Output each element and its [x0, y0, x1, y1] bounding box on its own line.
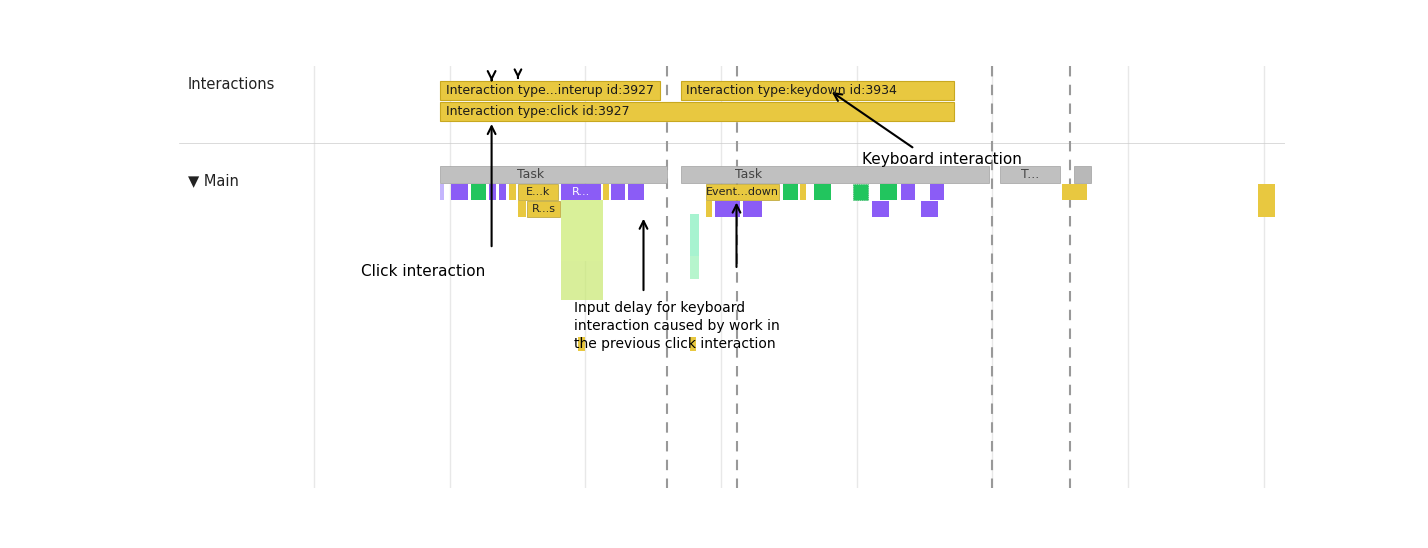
Text: Interaction type:click id:3927: Interaction type:click id:3927 [446, 105, 630, 118]
Bar [471, 184, 486, 199]
Text: T...: T... [1021, 168, 1040, 181]
Bar [603, 184, 610, 199]
Bar [715, 201, 740, 218]
Text: Task: Task [517, 168, 544, 181]
Bar [1258, 184, 1275, 218]
Bar [508, 184, 517, 199]
Bar [498, 184, 507, 199]
Bar [873, 201, 890, 218]
Bar [1074, 166, 1091, 183]
Bar [743, 201, 763, 218]
Bar [705, 184, 780, 199]
Bar [561, 261, 603, 300]
Text: ▼ Main: ▼ Main [188, 174, 238, 189]
Bar [561, 199, 603, 261]
Bar [628, 184, 644, 199]
Bar [690, 256, 700, 279]
Text: Event...down: Event...down [705, 187, 778, 197]
Bar [488, 184, 497, 199]
Text: E...k: E...k [526, 187, 550, 197]
Bar [611, 184, 625, 199]
Text: Interaction type:keydown id:3934: Interaction type:keydown id:3934 [685, 84, 897, 98]
Bar [527, 201, 560, 218]
Bar [440, 184, 444, 199]
Bar [814, 184, 831, 199]
Bar [690, 337, 697, 351]
Bar [518, 201, 526, 218]
Text: Click interaction: Click interaction [361, 265, 486, 279]
Bar [578, 337, 584, 351]
Bar [561, 184, 601, 199]
Bar [518, 184, 558, 199]
Bar [921, 201, 938, 218]
Bar [800, 184, 807, 199]
Text: R...s: R...s [531, 204, 555, 214]
Bar [705, 201, 711, 218]
Text: Interactions: Interactions [188, 77, 276, 92]
Bar [681, 81, 954, 100]
Bar [440, 81, 660, 100]
Bar [783, 184, 798, 199]
Text: R...: R... [571, 187, 590, 197]
Bar [901, 184, 915, 199]
Bar [1062, 184, 1087, 199]
Text: Keyboard interaction: Keyboard interaction [863, 152, 1022, 167]
Bar [440, 166, 667, 183]
Bar [853, 184, 868, 199]
Text: Task: Task [735, 168, 763, 181]
Text: Input delay for keyboard
interaction caused by work in
the previous click intera: Input delay for keyboard interaction cau… [574, 301, 780, 351]
Bar [681, 166, 990, 183]
Text: Interaction type...interup id:3927: Interaction type...interup id:3927 [446, 84, 654, 98]
Bar [451, 184, 468, 199]
Bar [1000, 166, 1061, 183]
Bar [690, 214, 700, 256]
Bar [880, 184, 897, 199]
Bar [930, 184, 944, 199]
Bar [440, 102, 954, 121]
